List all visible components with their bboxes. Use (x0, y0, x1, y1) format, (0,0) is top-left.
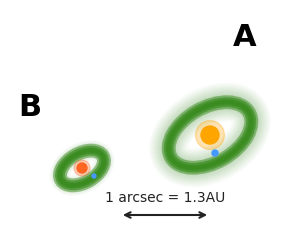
Circle shape (77, 163, 87, 173)
Circle shape (212, 150, 218, 156)
Text: B: B (18, 93, 42, 123)
Circle shape (201, 126, 219, 144)
Circle shape (196, 121, 224, 149)
Circle shape (92, 174, 96, 178)
Text: A: A (233, 24, 257, 52)
Text: 1 arcsec = 1.3AU: 1 arcsec = 1.3AU (105, 191, 225, 205)
Circle shape (74, 160, 90, 176)
